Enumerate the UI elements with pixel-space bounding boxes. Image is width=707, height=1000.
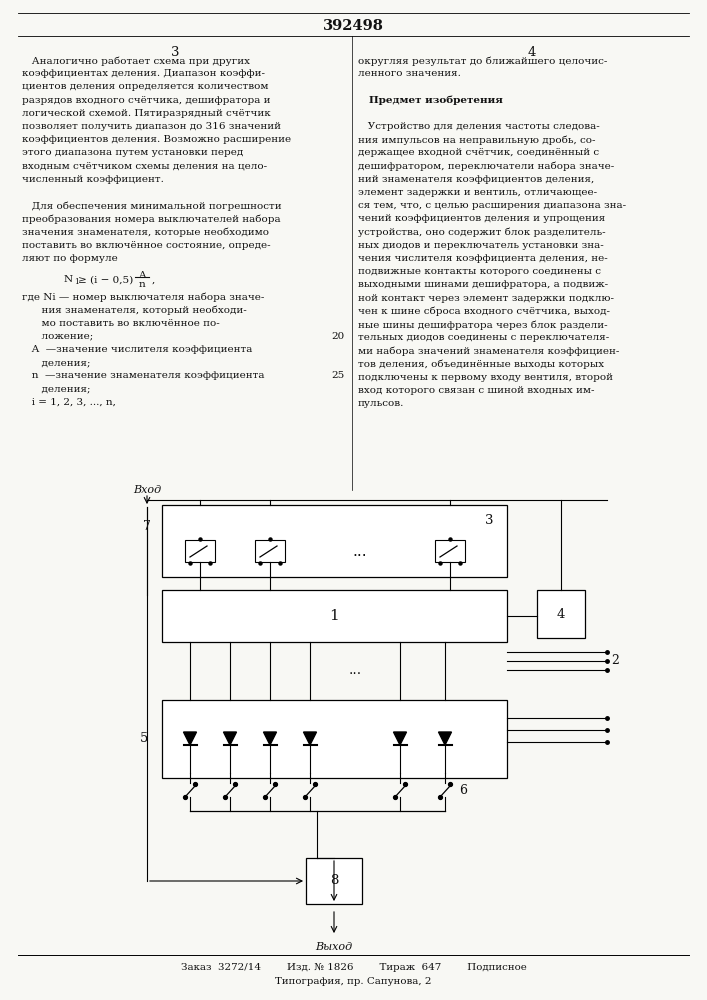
Text: дешифратором, переключатели набора значе-: дешифратором, переключатели набора значе… — [358, 162, 614, 171]
Polygon shape — [303, 732, 317, 745]
Text: устройства, оно содержит блок разделитель-: устройства, оно содержит блок разделител… — [358, 228, 606, 237]
Text: n: n — [139, 280, 146, 289]
Text: пульсов.: пульсов. — [358, 399, 404, 408]
Text: ми набора значений знаменателя коэффициен-: ми набора значений знаменателя коэффицие… — [358, 346, 619, 356]
Text: логической схемой. Пятиразрядный счётчик: логической схемой. Пятиразрядный счётчик — [22, 109, 271, 118]
Text: 3: 3 — [485, 514, 493, 526]
Text: ной контакт через элемент задержки подклю-: ной контакт через элемент задержки подкл… — [358, 294, 614, 303]
Text: округляя результат до ближайшего целочис-: округляя результат до ближайшего целочис… — [358, 56, 607, 66]
Text: ся тем, что, с целью расширения диапазона зна-: ся тем, что, с целью расширения диапазон… — [358, 201, 626, 210]
Bar — [255, 540, 285, 562]
Text: 25: 25 — [332, 371, 345, 380]
Text: ≥ (i − 0,5): ≥ (i − 0,5) — [78, 275, 136, 284]
Text: позволяет получить диапазон до 316 значений: позволяет получить диапазон до 316 значе… — [22, 122, 281, 131]
Text: Вход: Вход — [133, 485, 161, 495]
Text: 3: 3 — [171, 46, 180, 59]
Text: этого диапазона путем установки перед: этого диапазона путем установки перед — [22, 148, 243, 157]
Text: Для обеспечения минимальной погрешности: Для обеспечения минимальной погрешности — [22, 201, 281, 211]
Text: 6: 6 — [459, 784, 467, 798]
Text: Заказ  3272/14        Изд. № 1826        Тираж  647        Подписное: Заказ 3272/14 Изд. № 1826 Тираж 647 Подп… — [180, 963, 527, 972]
Text: ния импульсов на неправильную дробь, со-: ния импульсов на неправильную дробь, со- — [358, 135, 595, 145]
Bar — [306, 858, 362, 904]
Text: N: N — [64, 275, 73, 284]
Text: Типография, пр. Сапунова, 2: Типография, пр. Сапунова, 2 — [275, 977, 432, 986]
Text: значения знаменателя, которые необходимо: значения знаменателя, которые необходимо — [22, 228, 269, 237]
Text: деления;: деления; — [22, 358, 90, 367]
Polygon shape — [394, 732, 407, 745]
Polygon shape — [438, 732, 452, 745]
Text: 8: 8 — [329, 874, 338, 888]
Text: подключены к первому входу вентиля, второй: подключены к первому входу вентиля, втор… — [358, 373, 613, 382]
Bar — [162, 700, 507, 778]
Text: ложение;: ложение; — [22, 332, 93, 341]
Text: ,: , — [152, 275, 156, 284]
Text: ния знаменателя, который необходи-: ния знаменателя, который необходи- — [22, 305, 247, 315]
Text: численный коэффициент.: численный коэффициент. — [22, 175, 164, 184]
Text: 20: 20 — [332, 332, 345, 341]
Text: разрядов входного счётчика, дешифратора и: разрядов входного счётчика, дешифратора … — [22, 96, 271, 105]
Text: подвижные контакты которого соединены с: подвижные контакты которого соединены с — [358, 267, 601, 276]
Text: ленного значения.: ленного значения. — [358, 69, 461, 78]
Text: держащее входной счётчик, соединённый с: держащее входной счётчик, соединённый с — [358, 148, 599, 157]
Text: чения числителя коэффициента деления, не-: чения числителя коэффициента деления, не… — [358, 254, 608, 263]
Text: вход которого связан с шиной входных им-: вход которого связан с шиной входных им- — [358, 386, 595, 395]
Text: 2: 2 — [611, 654, 619, 668]
Text: деления;: деления; — [22, 385, 90, 394]
Text: 392498: 392498 — [323, 19, 384, 33]
Text: Аналогично работает схема при других: Аналогично работает схема при других — [22, 56, 250, 66]
Text: ные шины дешифратора через блок раздели-: ные шины дешифратора через блок раздели- — [358, 320, 607, 330]
Text: ...: ... — [353, 544, 368, 558]
Text: преобразования номера выключателей набора: преобразования номера выключателей набор… — [22, 214, 281, 224]
Polygon shape — [264, 732, 276, 745]
Bar — [185, 540, 215, 562]
Text: 4: 4 — [557, 607, 565, 620]
Text: элемент задержки и вентиль, отличающее-: элемент задержки и вентиль, отличающее- — [358, 188, 597, 197]
Text: поставить во включённое состояние, опреде-: поставить во включённое состояние, опред… — [22, 241, 271, 250]
Polygon shape — [184, 732, 197, 745]
Text: A: A — [139, 271, 146, 280]
Text: ных диодов и переключатель установки зна-: ных диодов и переключатель установки зна… — [358, 241, 604, 250]
Text: 1: 1 — [74, 278, 79, 286]
Text: 7: 7 — [143, 520, 151, 534]
Text: Устройство для деления частоты следова-: Устройство для деления частоты следова- — [358, 122, 600, 131]
Text: коэффициентов деления. Возможно расширение: коэффициентов деления. Возможно расширен… — [22, 135, 291, 144]
Text: чений коэффициентов деления и упрощения: чений коэффициентов деления и упрощения — [358, 214, 605, 223]
Text: тов деления, объединённые выходы которых: тов деления, объединённые выходы которых — [358, 360, 604, 369]
Text: циентов деления определяется количеством: циентов деления определяется количеством — [22, 82, 269, 91]
Text: где Ni — номер выключателя набора значе-: где Ni — номер выключателя набора значе- — [22, 292, 264, 302]
Text: чен к шине сброса входного счётчика, выход-: чен к шине сброса входного счётчика, вых… — [358, 307, 610, 316]
Text: Предмет изобретения: Предмет изобретения — [358, 96, 503, 105]
Bar — [435, 540, 465, 562]
Text: мо поставить во включённое по-: мо поставить во включённое по- — [22, 319, 220, 328]
Text: 5: 5 — [140, 732, 148, 746]
Text: коэффициентах деления. Диапазон коэффи-: коэффициентах деления. Диапазон коэффи- — [22, 69, 265, 78]
Polygon shape — [223, 732, 237, 745]
Bar — [162, 505, 507, 577]
Bar — [537, 590, 585, 638]
Text: тельных диодов соединены с переключателя-: тельных диодов соединены с переключателя… — [358, 333, 609, 342]
Text: ...: ... — [349, 663, 361, 677]
Text: Выход: Выход — [315, 942, 353, 952]
Text: n  —значение знаменателя коэффициента: n —значение знаменателя коэффициента — [22, 371, 264, 380]
Text: входным счётчиком схемы деления на цело-: входным счётчиком схемы деления на цело- — [22, 162, 267, 171]
Text: выходными шинами дешифратора, а подвиж-: выходными шинами дешифратора, а подвиж- — [358, 280, 608, 289]
Bar — [162, 590, 507, 642]
Text: 1: 1 — [329, 609, 339, 623]
Text: A  —значение числителя коэффициента: A —значение числителя коэффициента — [22, 345, 252, 354]
Text: ляют по формуле: ляют по формуле — [22, 254, 118, 263]
Text: ний знаменателя коэффициентов деления,: ний знаменателя коэффициентов деления, — [358, 175, 595, 184]
Text: i = 1, 2, 3, ..., n,: i = 1, 2, 3, ..., n, — [22, 398, 116, 407]
Text: 4: 4 — [528, 46, 536, 59]
